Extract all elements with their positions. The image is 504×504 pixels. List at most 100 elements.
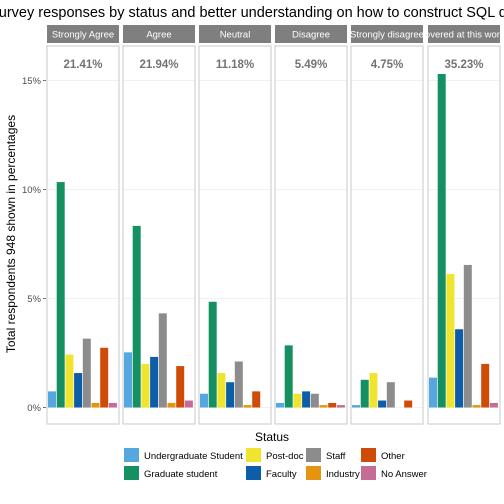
bar — [437, 73, 446, 408]
bar — [217, 373, 226, 408]
facet-percent-label: 21.41% — [63, 59, 102, 71]
facet-percent-label: 4.75% — [371, 59, 404, 71]
legend-item: Staff — [306, 448, 346, 462]
legend-key — [361, 448, 376, 462]
legend-label: Graduate student — [144, 469, 218, 480]
legend-label: Industry — [326, 469, 360, 480]
y-axis-title: Total respondents 948 shown in percentag… — [4, 115, 18, 353]
facet-percent-label: 21.94% — [139, 59, 178, 71]
legend-label: No Answer — [381, 469, 427, 480]
facet-plot-area — [350, 45, 424, 425]
facet-strip — [123, 25, 195, 43]
bar — [74, 373, 83, 408]
legend-key — [124, 466, 139, 480]
facet-panel: Strongly disagree 4.75% — [350, 25, 424, 425]
bar — [293, 393, 302, 408]
legend-label: Other — [381, 451, 405, 462]
legend-item: No Answer — [361, 466, 427, 480]
legend-label: Post-doc — [266, 451, 304, 462]
bar — [124, 352, 132, 408]
bar — [82, 338, 91, 408]
facet-panel: Disagree 5.49% — [274, 25, 348, 425]
bar — [176, 366, 185, 408]
bar — [360, 379, 369, 408]
y-tick-label: 5% — [27, 294, 41, 305]
y-tick-label: 15% — [22, 76, 42, 87]
bar — [200, 393, 208, 408]
bar — [429, 377, 437, 408]
facet-strip — [428, 25, 500, 43]
chart-title: Post-survey responses by status and bett… — [0, 5, 504, 21]
legend-label: Undergraduate Student — [144, 451, 243, 462]
legend-key — [306, 466, 321, 480]
bar — [132, 225, 141, 408]
facet-strip — [47, 25, 119, 43]
bar — [48, 391, 56, 408]
facet-percent-label: 5.49% — [295, 59, 328, 71]
legend-key — [246, 448, 261, 462]
facet-panel: Strongly Agree 21.41% — [46, 25, 120, 425]
facet-strip-label: Strongly disagree — [350, 30, 424, 41]
facet-panel: Agree 21.94% — [122, 25, 196, 425]
legend-item: Other — [361, 448, 405, 462]
bar — [310, 393, 319, 408]
bar — [386, 382, 395, 408]
legend-item: Post-doc — [246, 448, 304, 462]
bar — [65, 354, 74, 408]
facet-percent-label: 11.18% — [216, 59, 254, 71]
bar — [302, 391, 311, 408]
bar — [158, 313, 167, 408]
legend-key — [361, 466, 376, 480]
x-axis-title: Status — [255, 430, 289, 444]
bar — [56, 182, 65, 408]
legend-label: Staff — [326, 451, 346, 462]
facet-strip — [199, 25, 271, 43]
y-axis: 0% 5% 10% 15% — [22, 76, 46, 414]
bar — [167, 402, 176, 408]
y-tick-label: 10% — [22, 185, 42, 196]
bar — [208, 301, 217, 408]
bar — [455, 329, 464, 408]
bar — [108, 402, 117, 408]
legend: Undergraduate Student Graduate student Pos… — [124, 448, 427, 480]
facet-strip-label: Disagree — [292, 30, 330, 41]
bar — [336, 405, 345, 408]
bar — [328, 402, 337, 408]
facet-strip-label: Agree — [146, 30, 171, 41]
facet-panels: Strongly Agree 21.41% Agree 21.94% Neutral 11… — [46, 25, 501, 425]
legend-key — [246, 466, 261, 480]
legend-item: Faculty — [246, 466, 297, 480]
bar — [252, 391, 261, 408]
bar — [404, 400, 413, 408]
facet-panel: Not covered at this workshop 35.23% — [427, 25, 501, 425]
bar — [150, 356, 159, 408]
bar — [378, 400, 387, 408]
bar — [446, 274, 455, 408]
bar — [100, 347, 109, 408]
legend-item: Industry — [306, 466, 360, 480]
facet-strip — [351, 25, 423, 43]
bar — [234, 361, 243, 408]
bar — [276, 402, 284, 408]
legend-item: Undergraduate Student — [124, 448, 243, 462]
facet-percent-label: 35.23% — [444, 59, 483, 71]
legend-item: Graduate student — [124, 466, 218, 480]
bar — [481, 363, 490, 408]
facet-panel: Neutral 11.18% — [198, 25, 272, 425]
bar — [243, 405, 252, 408]
bar — [91, 402, 100, 408]
bar — [489, 402, 498, 408]
bar — [284, 345, 293, 408]
bar — [226, 382, 235, 408]
bar — [352, 405, 360, 408]
legend-label: Faculty — [266, 469, 297, 480]
bar — [184, 400, 193, 408]
bar — [319, 405, 328, 408]
y-tick-label: 0% — [27, 403, 41, 414]
facet-strip-label: Strongly Agree — [52, 30, 114, 41]
bar — [141, 363, 150, 408]
bar — [463, 264, 472, 408]
facet-strip-label: Neutral — [220, 30, 251, 41]
legend-key — [306, 448, 321, 462]
